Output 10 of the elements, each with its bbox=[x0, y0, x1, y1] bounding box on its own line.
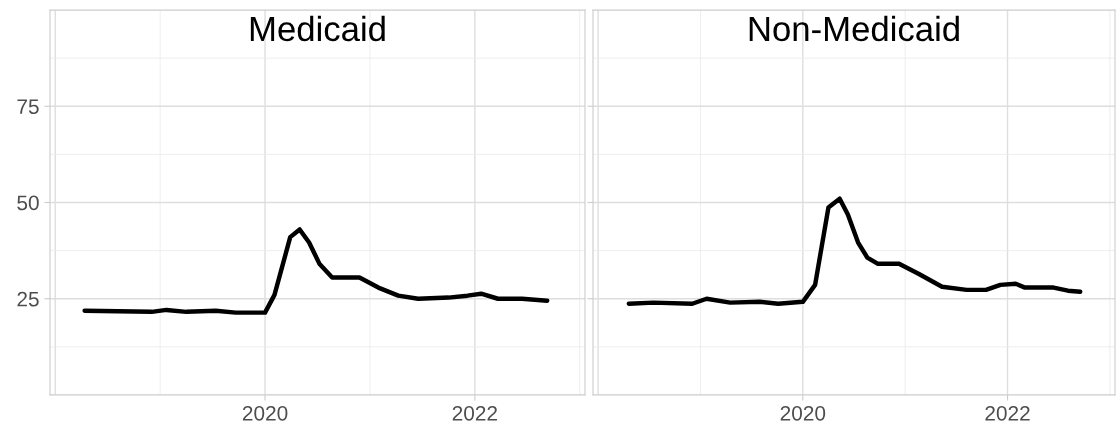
x-tick-label: 2020 bbox=[242, 405, 288, 421]
chart-title: Medicaid bbox=[250, 15, 385, 42]
x-tick-label: 2022 bbox=[985, 405, 1030, 421]
x-tick-label: 2020 bbox=[780, 405, 826, 421]
x-tick-label: 2022 bbox=[452, 405, 497, 421]
y-tick-label: 25 bbox=[17, 291, 39, 307]
y-tick-label: 75 bbox=[17, 99, 39, 114]
chart-title: Non-Medicaid bbox=[749, 15, 959, 42]
line-series bbox=[82, 227, 550, 315]
y-tick-label: 50 bbox=[17, 195, 39, 211]
